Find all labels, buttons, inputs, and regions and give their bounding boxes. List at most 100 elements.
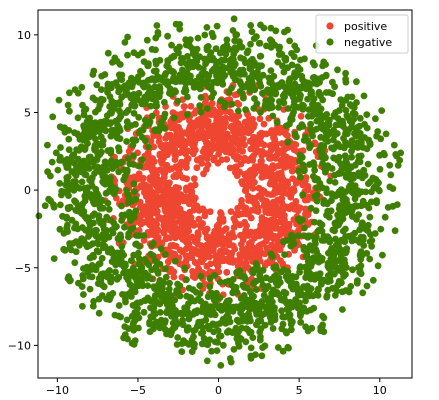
negative-point [324, 137, 332, 145]
negative-point [156, 309, 164, 316]
positive-point [173, 196, 181, 204]
negative-point [336, 143, 344, 151]
negative-point [107, 293, 114, 301]
negative-point [329, 193, 337, 200]
positive-point [191, 203, 198, 211]
negative-point [144, 282, 152, 289]
negative-point [242, 325, 250, 332]
negative-point [247, 328, 255, 336]
negative-point [151, 127, 159, 135]
positive-point [268, 241, 275, 249]
negative-point [343, 245, 351, 253]
negative-point [139, 126, 147, 134]
negative-point [272, 272, 280, 279]
positive-point [256, 115, 264, 123]
negative-point [313, 125, 320, 133]
negative-point [217, 66, 225, 74]
positive-point [140, 206, 148, 214]
negative-point [316, 270, 324, 277]
negative-point [162, 251, 169, 258]
positive-point [247, 214, 255, 222]
positive-point [238, 197, 246, 204]
negative-point [267, 24, 275, 32]
negative-point [90, 253, 97, 261]
negative-point [203, 24, 211, 31]
negative-point [157, 316, 165, 324]
negative-point [311, 61, 318, 69]
positive-point [270, 154, 278, 162]
positive-point [170, 227, 178, 235]
negative-point [108, 109, 115, 117]
positive-point [171, 148, 179, 156]
negative-point [124, 106, 132, 114]
negative-point [300, 136, 308, 144]
positive-point [217, 209, 224, 216]
negative-point [44, 168, 51, 176]
negative-point [267, 250, 275, 258]
negative-point [194, 295, 202, 303]
negative-point [288, 231, 295, 239]
negative-point [101, 243, 109, 250]
negative-point [372, 115, 379, 123]
negative-point [291, 80, 299, 88]
negative-point [78, 83, 86, 91]
negative-point [364, 160, 372, 168]
negative-point [348, 153, 355, 161]
negative-point [249, 266, 257, 274]
negative-point [297, 173, 304, 181]
positive-point [186, 195, 194, 203]
negative-point [223, 305, 231, 313]
legend-box [315, 14, 409, 54]
negative-point [222, 50, 230, 58]
negative-point [60, 245, 68, 253]
negative-point [171, 296, 179, 304]
negative-point [320, 328, 328, 336]
positive-point [169, 134, 176, 142]
negative-point [247, 344, 255, 352]
positive-point [244, 156, 252, 164]
positive-point [277, 169, 285, 177]
negative-point [130, 188, 138, 196]
negative-point [197, 330, 205, 337]
negative-point [178, 348, 186, 355]
negative-point [312, 207, 320, 215]
negative-point [223, 36, 231, 44]
negative-point [322, 121, 330, 129]
negative-point [164, 32, 172, 40]
negative-point [240, 312, 247, 320]
negative-point [273, 119, 281, 126]
negative-point [292, 280, 300, 288]
negative-point [247, 22, 255, 29]
negative-point [285, 310, 293, 317]
negative-point [296, 66, 304, 73]
negative-point [93, 247, 101, 255]
negative-point [162, 70, 170, 77]
negative-point [309, 74, 317, 81]
positive-point [206, 253, 214, 261]
negative-point [172, 20, 180, 28]
negative-point [219, 315, 227, 323]
negative-point [78, 159, 85, 167]
positive-point [239, 147, 247, 155]
negative-point [95, 192, 102, 200]
positive-point [251, 141, 259, 148]
legend-label-positive: positive [344, 20, 387, 33]
positive-point [184, 224, 192, 232]
positive-point [182, 252, 190, 259]
positive-point [213, 222, 221, 230]
negative-point [181, 304, 189, 312]
negative-point [369, 276, 377, 284]
positive-point [218, 234, 226, 242]
positive-point [251, 178, 258, 186]
positive-point [231, 164, 239, 171]
negative-point [244, 303, 251, 311]
negative-point [165, 63, 172, 71]
negative-point [357, 171, 365, 179]
negative-point [147, 102, 155, 110]
negative-point [116, 127, 124, 134]
negative-point [60, 230, 68, 237]
positive-point [208, 100, 216, 107]
negative-point [191, 78, 199, 85]
negative-point [286, 120, 293, 128]
negative-point [363, 282, 371, 290]
